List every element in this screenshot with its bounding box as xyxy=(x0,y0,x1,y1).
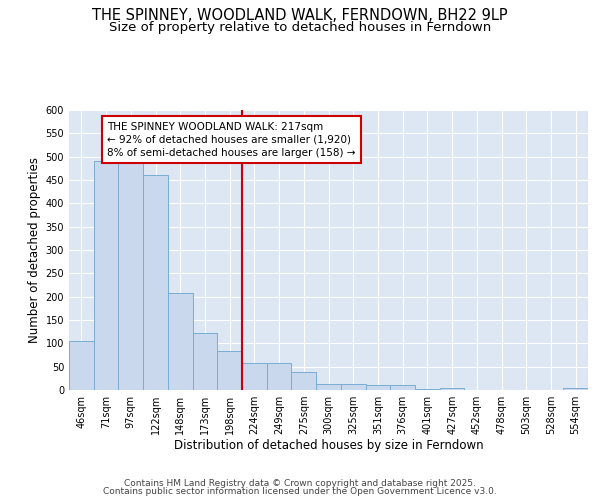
Bar xyxy=(440,388,464,390)
Y-axis label: Number of detached properties: Number of detached properties xyxy=(28,157,41,343)
Bar xyxy=(292,372,316,390)
Bar xyxy=(563,388,588,390)
Text: Contains HM Land Registry data © Crown copyright and database right 2025.: Contains HM Land Registry data © Crown c… xyxy=(124,478,476,488)
Bar xyxy=(118,162,143,390)
Bar xyxy=(168,294,193,390)
Bar xyxy=(94,162,118,390)
Bar xyxy=(69,341,94,390)
Text: Contains public sector information licensed under the Open Government Licence v3: Contains public sector information licen… xyxy=(103,487,497,496)
Text: THE SPINNEY WOODLAND WALK: 217sqm
← 92% of detached houses are smaller (1,920)
8: THE SPINNEY WOODLAND WALK: 217sqm ← 92% … xyxy=(107,122,356,158)
Bar xyxy=(217,352,242,390)
Bar xyxy=(267,364,292,390)
Text: THE SPINNEY, WOODLAND WALK, FERNDOWN, BH22 9LP: THE SPINNEY, WOODLAND WALK, FERNDOWN, BH… xyxy=(92,8,508,22)
Bar xyxy=(242,364,267,390)
Bar xyxy=(193,332,217,390)
Bar xyxy=(415,388,440,390)
Bar xyxy=(316,384,341,390)
Bar xyxy=(365,386,390,390)
Bar xyxy=(143,176,168,390)
X-axis label: Distribution of detached houses by size in Ferndown: Distribution of detached houses by size … xyxy=(173,438,484,452)
Bar xyxy=(341,384,365,390)
Bar xyxy=(390,386,415,390)
Text: Size of property relative to detached houses in Ferndown: Size of property relative to detached ho… xyxy=(109,22,491,35)
